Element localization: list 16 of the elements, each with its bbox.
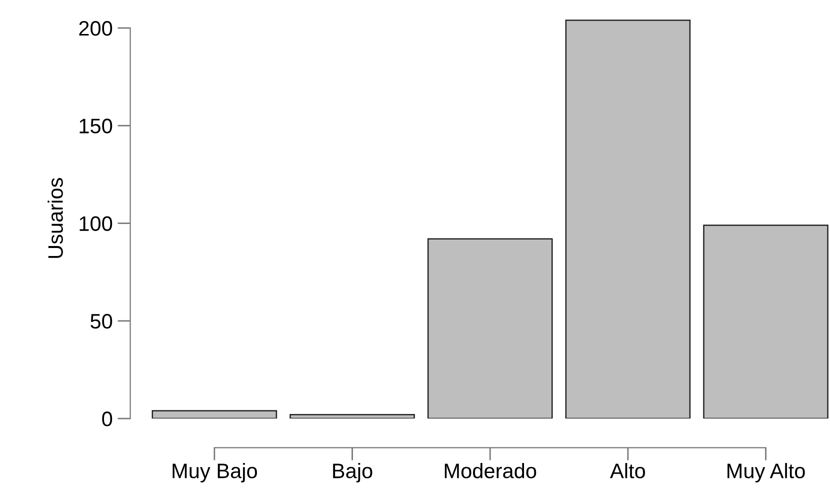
bar [703, 224, 828, 419]
bar [290, 414, 415, 419]
x-tick-label: Alto [610, 463, 646, 478]
y-tick-label: 0 [102, 412, 112, 426]
x-tick-label: Muy Alto [728, 463, 805, 482]
bar [427, 238, 553, 419]
x-tick-label: Muy Bajo [172, 463, 257, 482]
bar [565, 20, 691, 419]
x-tick-label: Bajo [333, 463, 372, 482]
y-tick-label: 150 [80, 118, 112, 134]
bar [152, 410, 278, 419]
y-axis-title: Usuarios [48, 178, 63, 258]
y-tick-label: 100 [80, 216, 112, 232]
y-tick-label: 50 [90, 314, 112, 329]
x-tick-label: Moderado [444, 463, 536, 478]
y-tick-label: 200 [79, 21, 112, 36]
